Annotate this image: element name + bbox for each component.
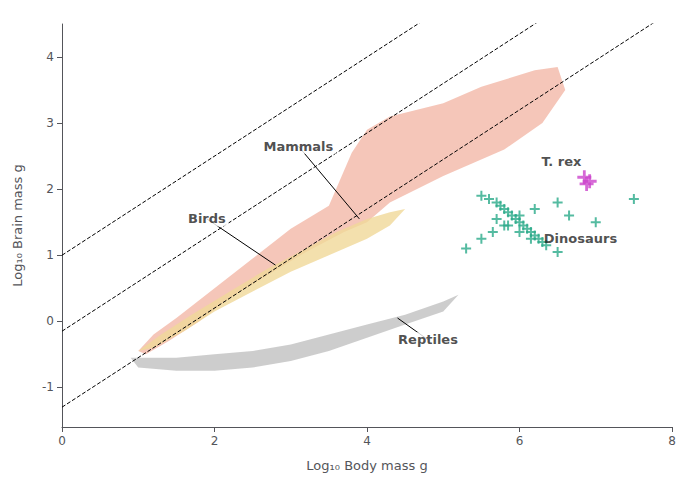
svg-text:4: 4 <box>363 434 371 448</box>
svg-text:1: 1 <box>46 248 54 262</box>
svg-text:T. rex: T. rex <box>541 154 582 169</box>
svg-text:Reptiles: Reptiles <box>398 332 458 347</box>
svg-text:0: 0 <box>46 314 54 328</box>
svg-text:6: 6 <box>516 434 524 448</box>
svg-text:-1: -1 <box>42 380 54 394</box>
svg-text:Dinosaurs: Dinosaurs <box>544 231 618 246</box>
svg-text:Birds: Birds <box>188 211 226 226</box>
svg-text:4: 4 <box>46 50 54 64</box>
svg-text:0: 0 <box>58 434 66 448</box>
svg-text:Log₁₀ Brain mass g: Log₁₀ Brain mass g <box>10 164 25 287</box>
svg-text:Mammals: Mammals <box>263 139 333 154</box>
svg-text:2: 2 <box>46 182 54 196</box>
svg-text:3: 3 <box>46 116 54 130</box>
svg-text:2: 2 <box>211 434 219 448</box>
svg-text:Log₁₀ Body mass g: Log₁₀ Body mass g <box>306 458 427 473</box>
svg-text:8: 8 <box>668 434 676 448</box>
